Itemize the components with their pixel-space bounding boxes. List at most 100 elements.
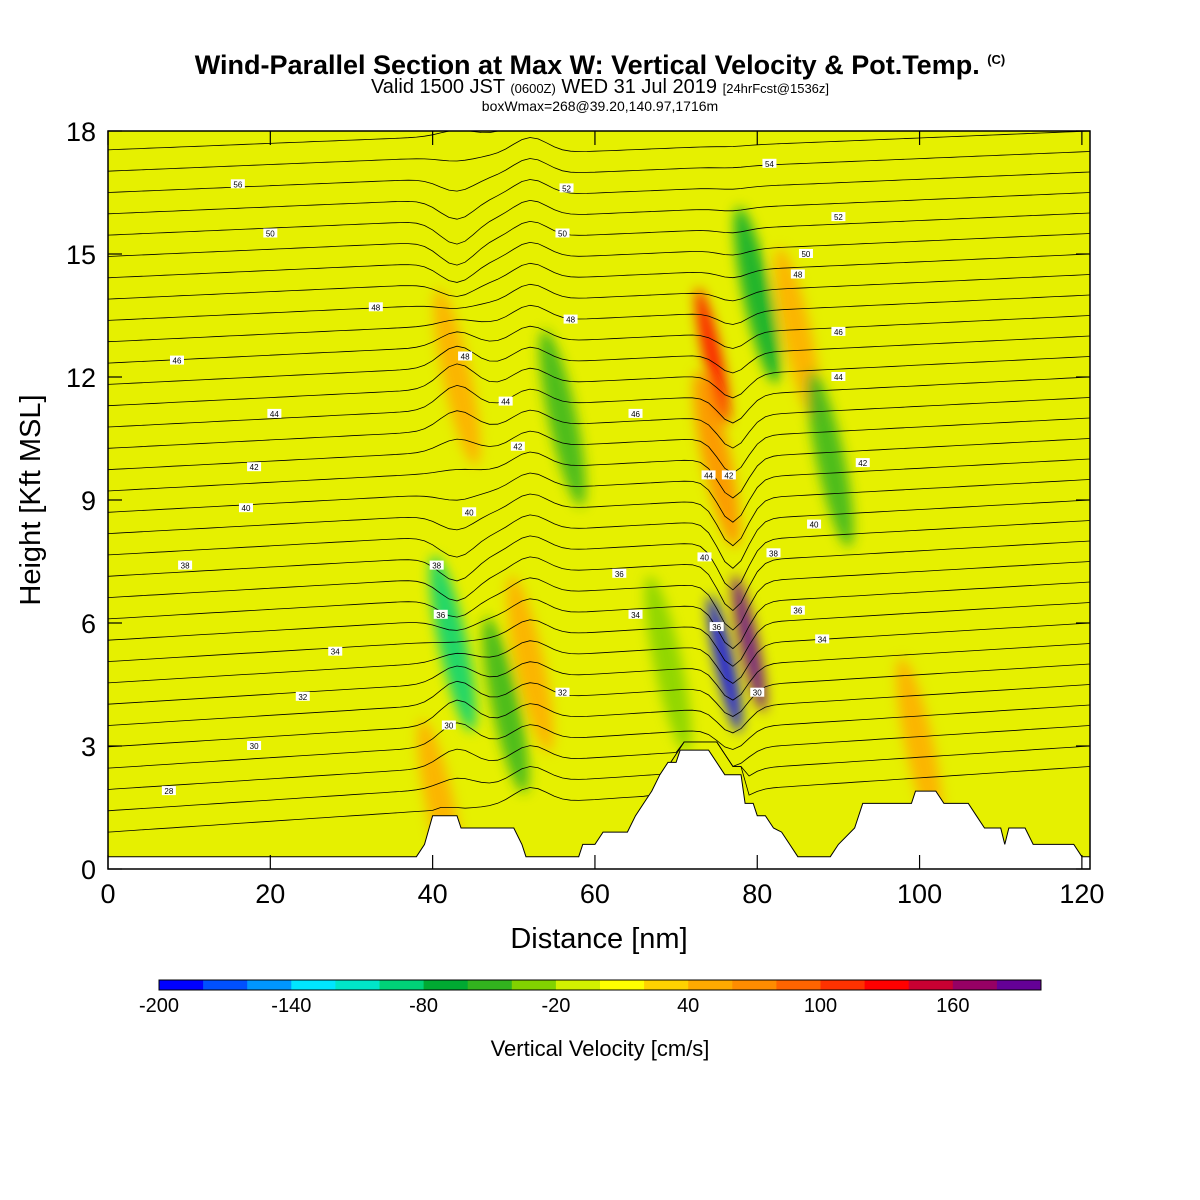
w-feature-5 <box>539 329 586 507</box>
colorbar-swatch-4 <box>335 980 380 990</box>
contour-label-30: 46 <box>834 328 843 337</box>
colorbar-swatch-5 <box>379 980 425 990</box>
isentrope-4 <box>108 684 1090 748</box>
isentrope-17 <box>108 417 1090 474</box>
contour-label-25: 32 <box>558 689 567 698</box>
colorbar-swatch-8 <box>511 980 557 990</box>
contour-label-bg-33 <box>807 519 822 529</box>
x-tick-label-6: 120 <box>1059 879 1104 909</box>
isentrope-18 <box>108 397 1090 449</box>
contour-label-31: 44 <box>834 373 843 382</box>
isentrope-19 <box>108 376 1090 428</box>
colorbar-swatch-18 <box>952 980 998 990</box>
isentrope-13 <box>108 499 1090 569</box>
isentrope-28 <box>108 192 1090 245</box>
w-feature-4 <box>506 575 554 753</box>
contour-label-bg-28 <box>798 249 813 258</box>
w-feature-7 <box>693 370 740 548</box>
isentrope-16 <box>108 438 1090 499</box>
contour-label-18: 48 <box>461 353 470 362</box>
isentrope-6 <box>108 643 1090 705</box>
contour-label-bg-2 <box>368 302 383 312</box>
isentrope-30 <box>108 151 1090 193</box>
colorbar-swatch-9 <box>555 980 601 990</box>
colorbar-swatch-1 <box>203 980 248 990</box>
isentrope-14 <box>108 479 1090 547</box>
contour-label-13: 50 <box>558 230 567 239</box>
isentrope-0 <box>108 741 1090 833</box>
contour-label-4: 44 <box>270 410 279 419</box>
contour-label-16: 44 <box>501 398 510 407</box>
x-tick-label-4: 80 <box>742 879 772 909</box>
w-feature-1 <box>429 555 477 732</box>
colorbar-swatch-6 <box>423 980 469 990</box>
contour-label-37: 44 <box>704 471 713 480</box>
isentrope-3 <box>108 704 1090 769</box>
velocity-field: 56 50 48 46 44 42 40 38 34 32 30 28 52 50 48 46 44 42 48 40… <box>108 131 1090 869</box>
contour-label-1: 50 <box>266 230 275 239</box>
contour-label-bg-32 <box>855 458 870 468</box>
x-tick-label-0: 0 <box>100 879 115 909</box>
chart-title-tag: (C) <box>987 52 1006 67</box>
isentrope-22 <box>108 315 1090 364</box>
y-axis-label: Height [Kft MSL] <box>15 394 47 605</box>
colorbar-frame <box>158 979 1042 991</box>
contour-label-bg-41 <box>750 687 765 697</box>
contour-label-34: 38 <box>769 549 778 558</box>
contour-label-bg-24 <box>628 609 643 619</box>
isentrope-25 <box>108 253 1090 300</box>
contour-label-bg-6 <box>238 503 253 513</box>
isentrope-24 <box>108 274 1090 321</box>
w-feature-13 <box>807 370 854 548</box>
w-feature-3 <box>482 616 529 794</box>
y-tick-label-6: 18 <box>66 117 96 147</box>
contour-label-5: 42 <box>250 463 259 472</box>
contour-label-bg-35 <box>790 605 805 615</box>
contour-label-33: 40 <box>810 521 819 530</box>
contour-label-bg-5 <box>247 462 262 472</box>
colorbar-swatch-17 <box>908 980 954 990</box>
subtitle-utc: (0600Z) <box>510 81 556 96</box>
colorbar-tick-label-0: -200 <box>139 995 179 1017</box>
isentrope-31 <box>108 131 1090 172</box>
colorbar-label: Vertical Velocity [cm/s] <box>491 1036 710 1061</box>
isentrope-12 <box>108 520 1090 591</box>
isentrope-26 <box>108 233 1090 283</box>
subtitle-date: WED 31 Jul 2019 <box>561 76 718 98</box>
subtitle-valid: Valid 1500 JST <box>370 76 505 98</box>
contour-label-bg-31 <box>831 372 846 381</box>
colorbar-tick-label-4: 40 <box>677 995 699 1017</box>
contour-label-35: 36 <box>793 607 802 616</box>
colorbar-swatch-15 <box>820 980 866 990</box>
colorbar-swatch-14 <box>776 980 821 990</box>
contour-label-15: 46 <box>631 410 640 419</box>
isentrope-11 <box>108 540 1090 612</box>
contour-label-bg-36 <box>815 634 830 644</box>
contour-label-bg-25 <box>555 687 570 697</box>
contour-label-12: 52 <box>562 184 571 193</box>
contour-label-39: 40 <box>700 553 709 562</box>
contour-label-41: 30 <box>753 689 762 698</box>
w-feature-2 <box>433 288 481 466</box>
contour-label-bg-37 <box>701 470 716 480</box>
w-feature-11 <box>734 206 781 384</box>
x-tick-label-5: 100 <box>897 879 942 909</box>
colorbar: -200 -140 -80 -20 40 100 160 <box>139 979 1042 1017</box>
colorbar-swatch-0 <box>159 980 204 990</box>
contour-label-bg-8 <box>328 646 343 656</box>
y-tick-label-2: 6 <box>81 609 96 639</box>
contour-label-22: 30 <box>444 722 453 731</box>
isentrope-1 <box>108 741 1090 812</box>
w-feature-8 <box>695 288 730 425</box>
contour-label-10: 30 <box>250 742 259 751</box>
w-feature-10 <box>732 575 767 712</box>
contour-label-bg-11 <box>161 786 176 796</box>
contour-label-bg-20 <box>429 560 444 570</box>
contour-label-bg-17 <box>510 441 525 451</box>
contour-label-14: 48 <box>566 316 575 325</box>
contour-label-bg-40 <box>709 622 724 632</box>
colorbar-tick-label-3: -20 <box>541 995 570 1017</box>
contour-label-26: 54 <box>765 160 774 169</box>
contour-label-bg-34 <box>766 548 781 558</box>
